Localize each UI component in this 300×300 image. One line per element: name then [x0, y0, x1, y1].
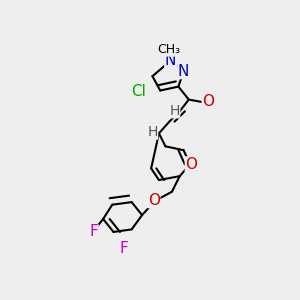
- Text: O: O: [202, 94, 214, 109]
- Text: F: F: [89, 224, 98, 239]
- Text: N: N: [178, 64, 189, 79]
- Text: O: O: [185, 157, 197, 172]
- Text: Cl: Cl: [131, 84, 146, 99]
- Text: H: H: [169, 104, 180, 118]
- Text: F: F: [119, 241, 128, 256]
- Text: CH₃: CH₃: [157, 43, 180, 56]
- Text: N: N: [165, 53, 176, 68]
- Text: H: H: [147, 125, 158, 139]
- Text: O: O: [148, 193, 160, 208]
